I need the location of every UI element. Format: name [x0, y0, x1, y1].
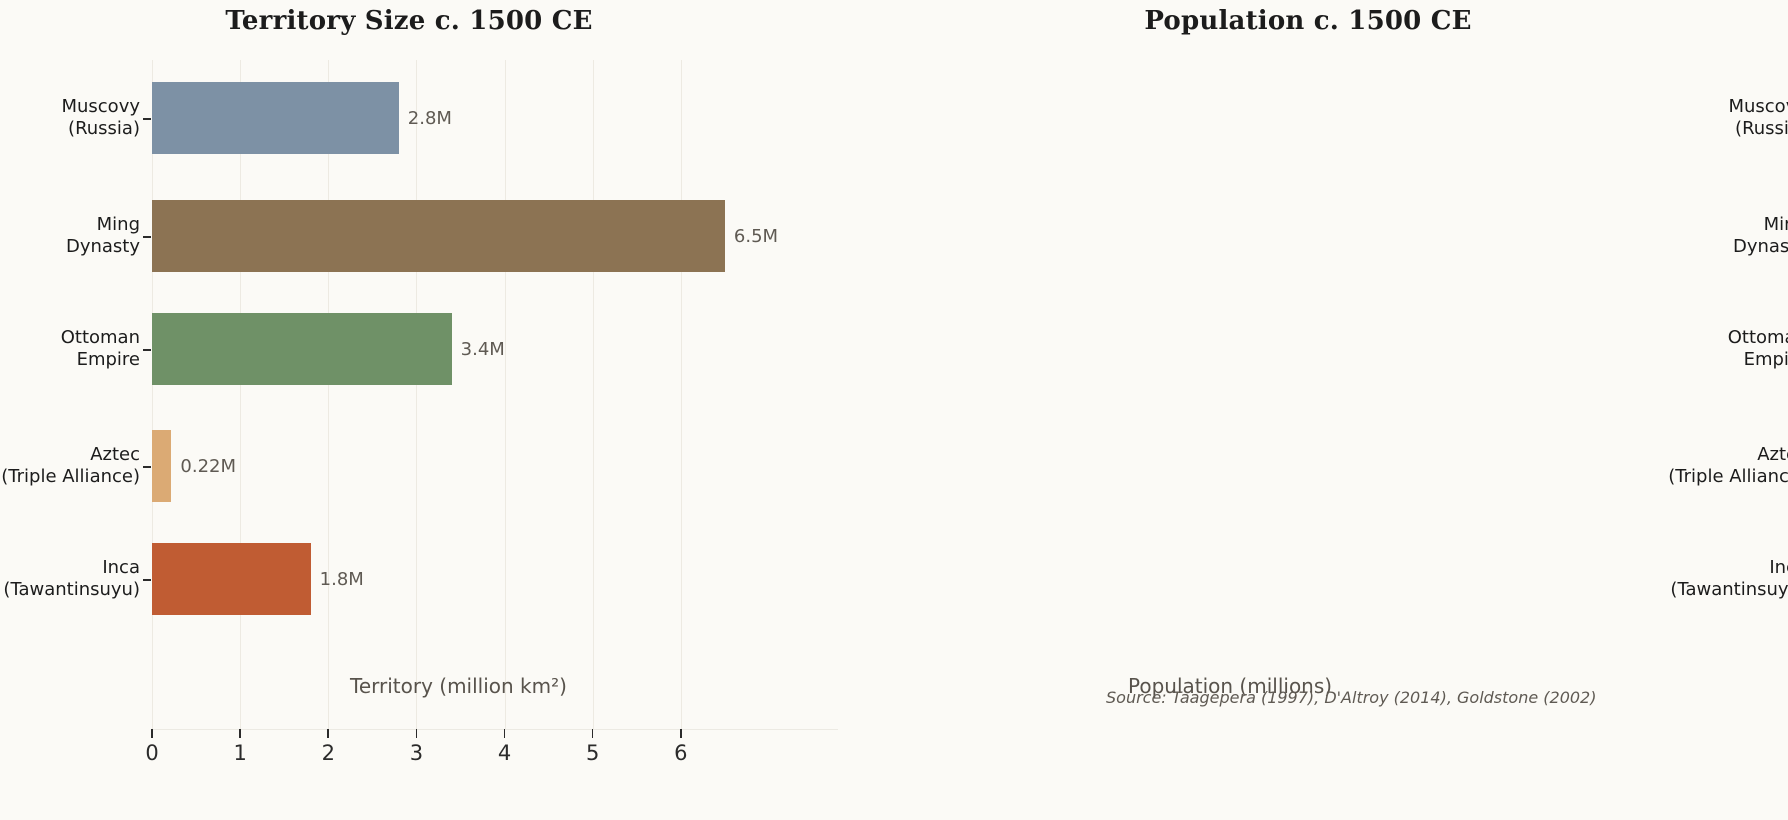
gridline — [680, 60, 682, 729]
x-tick-label: 1 — [233, 741, 247, 765]
bar[interactable] — [152, 200, 725, 272]
x-axis-title-population: Population (millions) — [1128, 674, 1333, 698]
panel-title-territory: Territory Size c. 1500 CE — [225, 6, 593, 36]
x-tick-mark — [415, 729, 418, 738]
bar-value-label: 3.4M — [460, 339, 505, 360]
y-tick-mark — [143, 466, 151, 468]
category-label: Muscovy (Russia) — [61, 96, 140, 139]
gridline — [328, 60, 330, 729]
gridline — [152, 60, 153, 729]
gridline — [592, 60, 594, 729]
x-tick-mark — [503, 729, 506, 738]
panel-title-population: Population c. 1500 CE — [1144, 6, 1472, 36]
category-label: Aztec (Triple Alliance) — [1, 444, 140, 487]
panel-population: Population c. 1500 CE 0204060801001206MM… — [894, 0, 1788, 820]
bar-value-label: 6.5M — [733, 226, 779, 247]
x-tick-mark — [327, 729, 330, 738]
category-label: Aztec (Triple Alliance) — [1668, 444, 1788, 487]
plot-area-territory: 0 1 2 3 4 5 6 2.8M Muscovy (Russia) 6.5M Ming Dyna… — [1, 60, 838, 765]
x-tick-label: 5 — [586, 741, 600, 765]
x-tick-label: 0 — [145, 741, 159, 765]
category-label: Ottoman Empire — [1727, 327, 1788, 370]
category-label: Ottoman Empire — [60, 327, 140, 370]
gridline — [416, 60, 418, 729]
bar-value-label: 2.8M — [407, 108, 452, 129]
y-tick-mark — [143, 236, 151, 238]
x-tick-mark — [591, 729, 594, 738]
x-tick-label: 6 — [674, 741, 688, 765]
category-label: Muscovy (Russia) — [1728, 96, 1788, 139]
x-tick-mark — [151, 729, 153, 738]
y-tick-mark — [143, 118, 151, 120]
bar-value-label: 0.22M — [180, 456, 236, 477]
bar[interactable] — [152, 82, 399, 154]
bar[interactable] — [152, 430, 172, 502]
bar-value-label: 1.8M — [319, 569, 364, 590]
x-axis-title-territory: Territory (million km²) — [350, 674, 567, 698]
gridline — [240, 60, 242, 729]
panel-territory: Territory Size c. 1500 CE 0 1 2 3 4 5 6 2.8M Mus… — [1, 6, 838, 765]
x-tick-label: 3 — [409, 741, 424, 765]
gridline — [504, 60, 506, 729]
category-label: Inca (Tawantinsuyu) — [3, 557, 140, 600]
category-label: Inca (Tawantinsuyu) — [1670, 557, 1788, 600]
source-note: Source: Taagepera (1997), D'Altroy (2014… — [1106, 688, 1597, 707]
bar[interactable] — [152, 313, 452, 385]
bar[interactable] — [152, 543, 311, 615]
y-tick-mark — [143, 349, 151, 351]
category-label: Ming Dynasty — [1732, 214, 1788, 257]
x-axis-line-territory — [152, 729, 838, 730]
y-tick-mark — [143, 579, 151, 581]
x-tick-label: 2 — [321, 741, 335, 765]
x-tick-mark — [680, 729, 682, 738]
x-tick-mark — [239, 729, 241, 738]
category-label: Ming Dynasty — [65, 214, 140, 257]
x-tick-label: 4 — [497, 741, 512, 765]
